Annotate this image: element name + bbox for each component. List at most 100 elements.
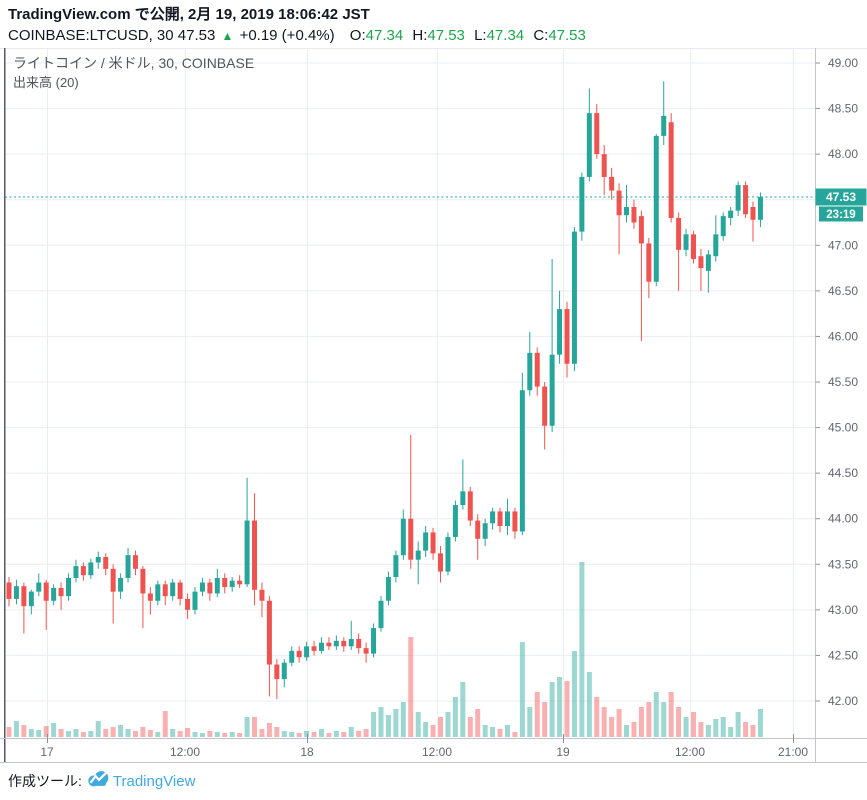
- candle-body: [125, 555, 131, 578]
- volume-bar: [140, 727, 146, 737]
- price-tick-label: 45.50: [828, 375, 858, 389]
- close-value: 47.53: [548, 27, 586, 44]
- volume-bar: [534, 692, 540, 737]
- symbol-name: COINBASE:LTCUSD, 30: [8, 27, 174, 44]
- candle-body: [564, 309, 570, 364]
- volume-bar: [393, 709, 399, 737]
- volume-bar: [36, 730, 42, 737]
- time-tick-label: 12:00: [422, 745, 452, 759]
- volume-bar: [214, 732, 220, 737]
- volume-bar: [653, 692, 659, 737]
- volume-bar: [743, 722, 749, 737]
- volume-bar: [460, 682, 466, 737]
- volume-bar: [192, 732, 198, 737]
- candle-body: [452, 505, 458, 537]
- candle-body: [311, 646, 317, 651]
- candle-body: [527, 352, 533, 391]
- candle-body: [110, 568, 116, 592]
- candle-body: [631, 207, 637, 223]
- candle-body: [653, 135, 659, 282]
- volume-bar: [281, 731, 287, 737]
- candle-body: [683, 234, 689, 250]
- price-tick-label: 48.50: [828, 102, 858, 116]
- candle-body: [73, 566, 79, 578]
- volume-bar: [497, 729, 503, 737]
- candle-body: [482, 523, 488, 539]
- volume-bar: [229, 732, 235, 737]
- last-price-label: 47.53: [826, 190, 856, 204]
- candle-body: [356, 639, 362, 649]
- candle-body: [408, 518, 414, 560]
- volume-bar: [549, 682, 555, 737]
- time-tick-label: 17: [40, 745, 54, 759]
- countdown-label-bg: [819, 206, 863, 222]
- price-tick-label: 49.00: [828, 56, 858, 70]
- candle-body: [147, 593, 153, 601]
- volume-bar: [118, 725, 124, 737]
- high-label: H:: [412, 27, 428, 44]
- candle-body: [549, 354, 555, 426]
- volume-bar: [58, 729, 64, 737]
- candle-body: [430, 532, 436, 554]
- candle-body: [467, 491, 473, 521]
- candle-body: [571, 231, 577, 364]
- price-tick-label: 46.00: [828, 329, 858, 343]
- candle-body: [229, 580, 235, 588]
- candle-body: [385, 577, 391, 601]
- volume-bar: [237, 733, 243, 737]
- candle-body: [51, 587, 57, 601]
- price-change: +0.19 (+0.4%): [239, 27, 335, 44]
- candle-body: [661, 115, 667, 136]
- volume-bar: [289, 732, 295, 737]
- candle-body: [638, 216, 644, 244]
- volume-bar: [363, 729, 369, 737]
- candle-body: [393, 555, 399, 578]
- volume-bar: [356, 731, 362, 737]
- candle-body: [504, 511, 510, 527]
- volume-bar: [155, 732, 161, 737]
- candle-body: [616, 190, 622, 216]
- price-tick-label: 46.50: [828, 284, 858, 298]
- candle-body: [304, 646, 310, 658]
- volume-bar: [73, 729, 79, 737]
- high-value: 47.53: [427, 27, 465, 44]
- volume-bar: [43, 726, 49, 737]
- open-value: 47.34: [365, 27, 404, 44]
- candle-body: [475, 520, 481, 539]
- volume-bar: [683, 717, 689, 737]
- time-tick-label: 12:00: [675, 745, 705, 759]
- time-tick-label: 18: [300, 745, 314, 759]
- candle-body: [318, 642, 324, 651]
- volume-bar: [259, 729, 265, 737]
- low-label: L:: [474, 27, 487, 44]
- volume-bar: [638, 707, 644, 737]
- price-tick-label: 48.00: [828, 147, 858, 161]
- volume-bar: [274, 727, 280, 737]
- candle-body: [609, 176, 615, 191]
- volume-bar: [326, 733, 332, 737]
- candle-body: [586, 113, 592, 177]
- volume-bar: [728, 727, 734, 737]
- chart-header: TradingView.com で公開, 2月 19, 2019 18:06:4…: [8, 4, 586, 47]
- candle-body: [341, 640, 347, 647]
- candle-body: [713, 234, 719, 257]
- price-tick-label: 42.50: [828, 648, 858, 662]
- candle-body: [21, 586, 27, 607]
- volume-bar: [609, 717, 615, 737]
- volume-bar: [750, 725, 756, 737]
- candle-body: [66, 577, 72, 597]
- candle-body: [207, 582, 213, 594]
- price-tick-label: 44.00: [828, 512, 858, 526]
- volume-bar: [222, 733, 228, 737]
- volume-bar: [80, 732, 86, 737]
- volume-bar: [423, 722, 429, 737]
- candle-body: [281, 662, 287, 680]
- candle-body: [333, 640, 339, 647]
- tradingview-brand-link[interactable]: TradingView: [112, 772, 196, 790]
- candle-body: [415, 550, 421, 560]
- volume-bar: [646, 702, 652, 737]
- volume-bar: [185, 728, 191, 737]
- candle-body: [750, 207, 756, 220]
- bar-countdown-label: 23:19: [826, 209, 855, 221]
